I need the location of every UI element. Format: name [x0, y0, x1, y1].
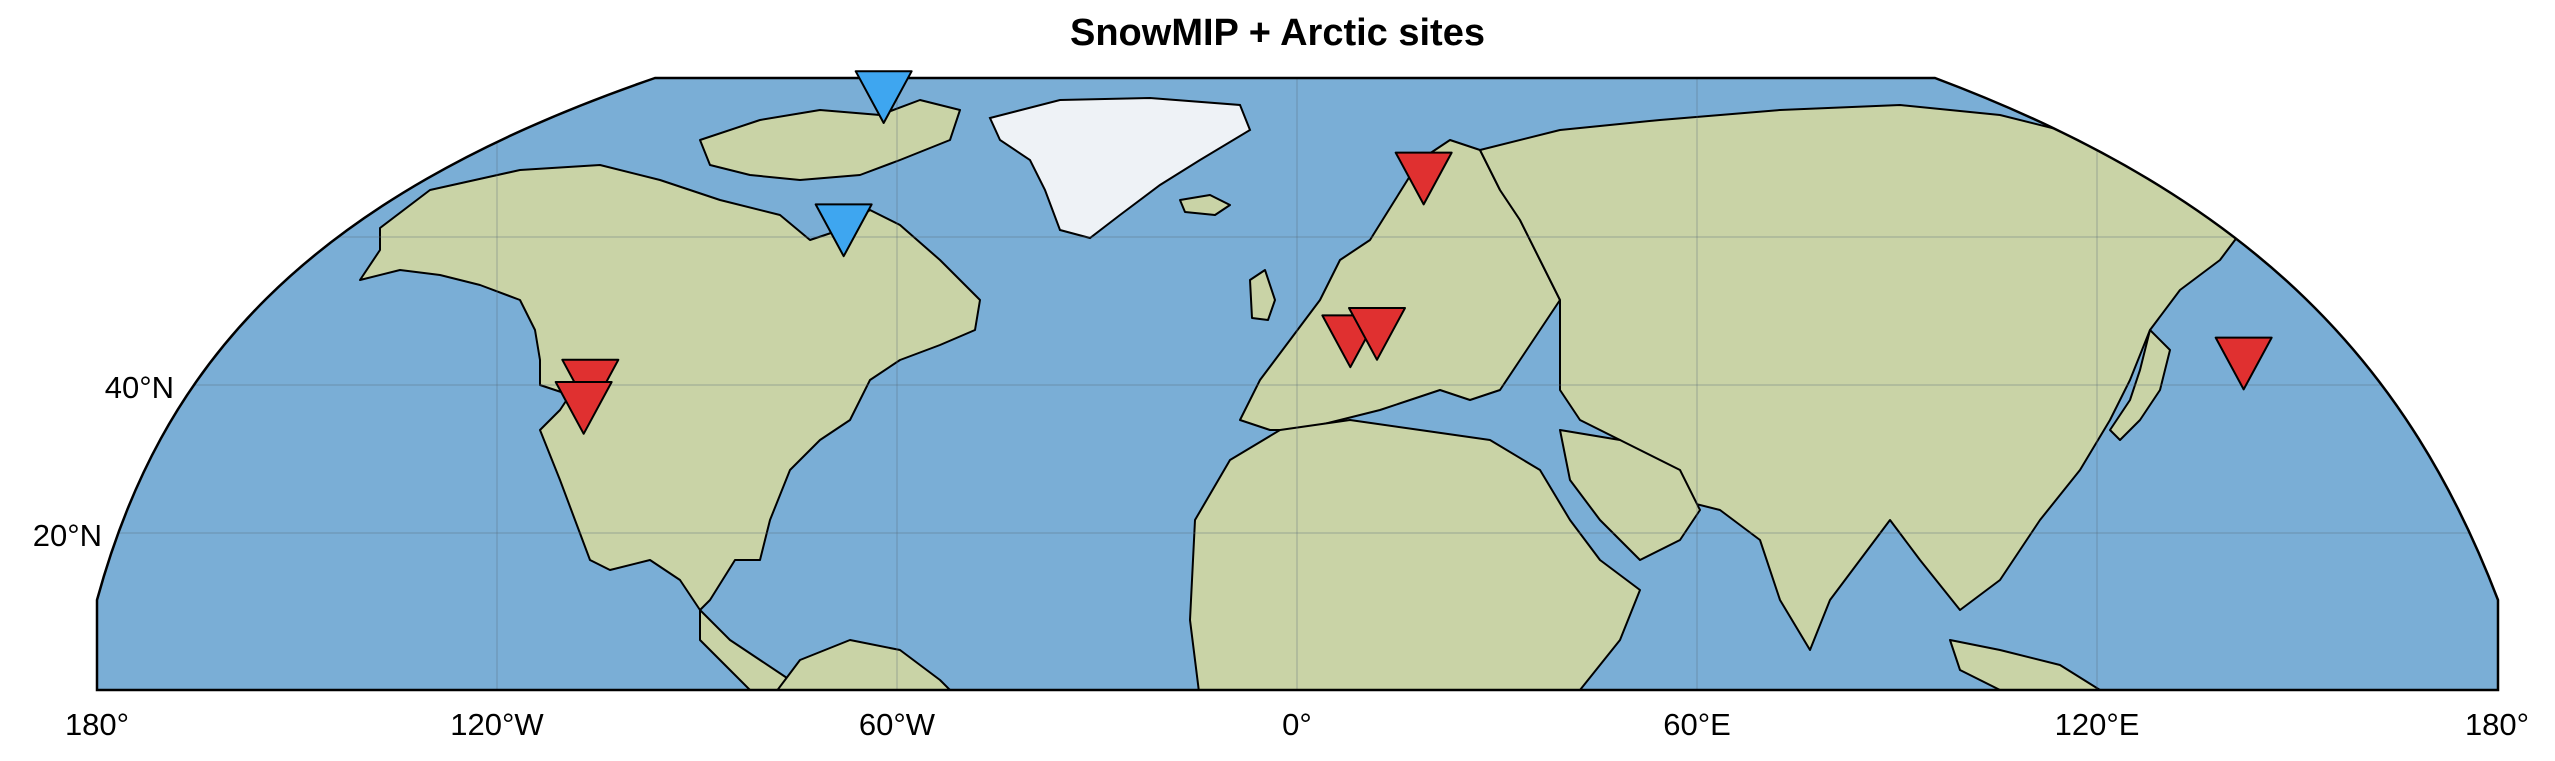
- map-outline: [95, 76, 2500, 692]
- snowmip-site-marker-4[interactable]: [1348, 307, 1406, 361]
- lat-tick-labels: 40°N 20°N: [33, 370, 174, 553]
- map-title: SnowMIP + Arctic sites: [1070, 12, 1485, 54]
- iceland: [1179, 194, 1231, 216]
- arabia: [1559, 429, 1701, 561]
- lon-tick-3: 0°: [1282, 707, 1312, 742]
- britain: [1249, 269, 1276, 321]
- south-america: [769, 639, 961, 690]
- snowmip-site-marker-2[interactable]: [1394, 151, 1453, 206]
- site-markers: [554, 70, 2273, 435]
- lon-tick-5: 120°E: [2055, 707, 2140, 742]
- lon-tick-1: 120°W: [450, 707, 544, 742]
- central-america: [699, 609, 801, 690]
- lon-tick-4: 60°E: [1663, 707, 1731, 742]
- snowmip-site-marker-5[interactable]: [2214, 336, 2273, 391]
- arctic-site-marker-6[interactable]: [854, 70, 913, 124]
- snowmip-site-marker-1[interactable]: [554, 381, 613, 435]
- lat-tick-40n: 40°N: [105, 370, 174, 405]
- japan: [2109, 329, 2171, 441]
- north-america: [359, 164, 981, 611]
- southeast-asia: [1949, 639, 2101, 690]
- lon-tick-labels: 180° 120°W 60°W 0° 60°E 120°E 180°: [65, 707, 2529, 742]
- graticule: [97, 78, 2498, 690]
- arctic-site-marker-7[interactable]: [814, 203, 873, 258]
- arctic-archipelago: [699, 99, 961, 181]
- lon-tick-0: 180°: [65, 707, 129, 742]
- lon-tick-2: 60°W: [859, 707, 936, 742]
- greenland: [988, 96, 1252, 240]
- lon-tick-6: 180°: [2465, 707, 2529, 742]
- lat-tick-20n: 20°N: [33, 518, 102, 553]
- africa: [1189, 419, 1641, 690]
- landmasses: [359, 96, 2251, 690]
